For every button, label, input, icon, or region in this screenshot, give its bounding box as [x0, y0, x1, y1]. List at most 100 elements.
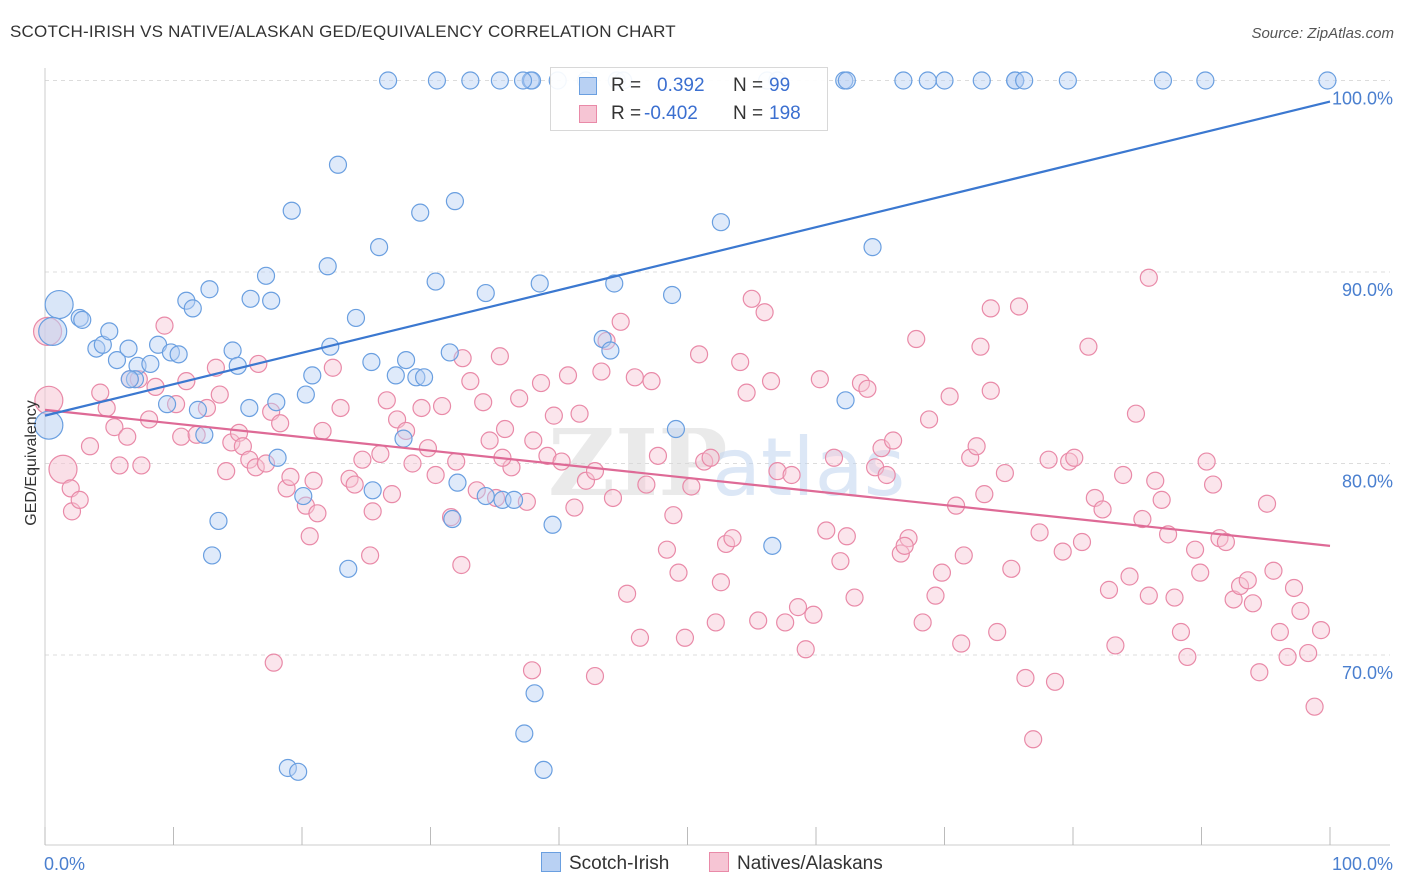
natives-alaskans-point — [418, 439, 438, 458]
scotch-irish-point — [241, 289, 260, 308]
natives-alaskans-point — [824, 448, 844, 467]
scotch-irish-point — [711, 213, 731, 232]
scotch-irish-point — [837, 71, 856, 90]
natives-alaskans-point — [1030, 523, 1049, 542]
natives-alaskans-point — [761, 372, 781, 391]
natives-alaskans-point — [1065, 448, 1084, 467]
scotch-irish-point — [195, 425, 214, 444]
natives-alaskans-point — [197, 398, 217, 418]
natives-alaskans-point — [883, 431, 903, 450]
legend-row-natives-alaskans: R = -0.402 N = 198 — [551, 100, 827, 128]
natives-alaskans-point — [1133, 509, 1152, 529]
natives-alaskans-point — [831, 552, 850, 571]
axes — [44, 68, 1390, 846]
natives-alaskans-point — [630, 628, 650, 647]
scotch-irish-point — [918, 71, 937, 90]
y-tick-label: 80.0% — [1342, 472, 1393, 492]
natives-alaskans-point — [480, 431, 499, 450]
natives-alaskans-point — [1311, 621, 1331, 640]
natives-alaskans-point — [377, 391, 396, 410]
legend-r-label: R = — [611, 103, 642, 124]
natives-alaskans-point — [132, 456, 151, 475]
natives-alaskans-point — [1178, 647, 1197, 667]
natives-alaskans-point — [403, 454, 422, 473]
scotch-irish-point — [188, 400, 208, 419]
natives-alaskans-point — [331, 398, 350, 418]
scotch-irish-point — [157, 395, 177, 414]
natives-alaskans-point — [837, 527, 856, 546]
natives-alaskans-point — [642, 372, 661, 391]
scotch-irish-point — [414, 368, 434, 387]
natives-alaskans-point — [723, 529, 742, 548]
natives-alaskans-point — [1299, 643, 1318, 663]
natives-alaskans-point — [788, 598, 808, 617]
scotch-irish-point — [268, 448, 287, 467]
legend-r-value: 0.392 — [657, 75, 705, 96]
scotch-irish-point — [763, 536, 782, 555]
natives-alaskans-point — [217, 462, 236, 481]
scotch-irish-point — [1196, 71, 1215, 90]
natives-alaskans-point — [522, 661, 542, 680]
natives-alaskans-point — [118, 427, 137, 446]
legend-label-natives-alaskans: Natives/Alaskans — [737, 853, 883, 874]
scotch-irish-trend-line — [44, 100, 1331, 417]
natives-alaskans-point — [749, 611, 768, 630]
legend-n-label: N = — [733, 75, 764, 96]
scotch-irish-point — [386, 366, 405, 385]
y-tick-label: 100.0% — [1332, 89, 1393, 109]
natives-alaskans-point — [210, 385, 229, 404]
scotch-irish-point — [534, 760, 553, 780]
natives-alaskans-point — [776, 613, 795, 632]
natives-alaskans-point — [706, 613, 725, 632]
scotch-irish-point — [543, 515, 562, 534]
natives-alaskans-point — [80, 437, 100, 456]
natives-alaskans-point — [1045, 672, 1065, 691]
y-tick-label: 70.0% — [1342, 663, 1393, 683]
natives-alaskans-point — [544, 406, 563, 425]
legend-n-value: 99 — [769, 75, 791, 96]
correlation-legend: R = 0.392 N = 99 R = -0.402 N = 198 — [550, 67, 828, 131]
scotch-irish-point — [935, 71, 954, 90]
scotch-irish-point — [120, 370, 139, 389]
natives-alaskans-point — [907, 329, 926, 349]
scotch-irish-point — [662, 285, 682, 305]
natives-alaskans-point — [495, 419, 515, 439]
natives-alaskans-point — [1171, 622, 1191, 642]
natives-alaskans-point — [971, 337, 990, 356]
natives-alaskans-point — [172, 427, 191, 446]
natives-alaskans-point — [1284, 578, 1304, 598]
x-tick-label: 100.0% — [1332, 854, 1393, 874]
natives-alaskans-point — [353, 450, 372, 469]
blue-swatch-icon — [579, 77, 597, 95]
scotch-irish-point — [440, 343, 459, 362]
scotch-irish-point — [223, 341, 242, 360]
scotch-irish-point — [183, 299, 202, 318]
natives-alaskans-point — [1191, 563, 1210, 582]
axis-labels: 70.0% 80.0% 90.0% 100.0% 0.0% 100.0% GED/Equiv… — [23, 89, 1393, 875]
natives-alaskans-point — [1053, 542, 1072, 561]
natives-alaskans-point — [701, 448, 720, 467]
legend-n-label: N = — [733, 103, 764, 124]
natives-alaskans-point — [461, 372, 480, 391]
natives-alaskans-point — [304, 471, 323, 490]
scotch-irish-point — [339, 559, 358, 578]
natives-alaskans-point — [1278, 647, 1297, 667]
scotch-irish-point — [141, 354, 160, 374]
natives-alaskans-point — [664, 506, 683, 525]
legend-row-scotch-irish: R = 0.392 N = 99 — [551, 72, 827, 100]
natives-alaskans-point — [510, 389, 529, 408]
x-tick-label: 0.0% — [44, 854, 85, 874]
natives-alaskans-point — [737, 383, 756, 402]
natives-alaskans-point — [592, 362, 611, 381]
natives-alaskans-point — [1146, 471, 1165, 490]
natives-alaskans-point — [363, 502, 382, 521]
scotch-irish-point — [411, 203, 430, 222]
natives-alaskans-point — [1264, 561, 1283, 580]
natives-alaskans-point — [1270, 622, 1289, 642]
scotch-irish-point — [256, 266, 276, 285]
natives-alaskans-point — [48, 454, 78, 484]
natives-alaskans-point — [1238, 571, 1257, 590]
natives-alaskans-trend-line — [44, 408, 1331, 547]
natives-alaskans-point — [817, 521, 836, 540]
